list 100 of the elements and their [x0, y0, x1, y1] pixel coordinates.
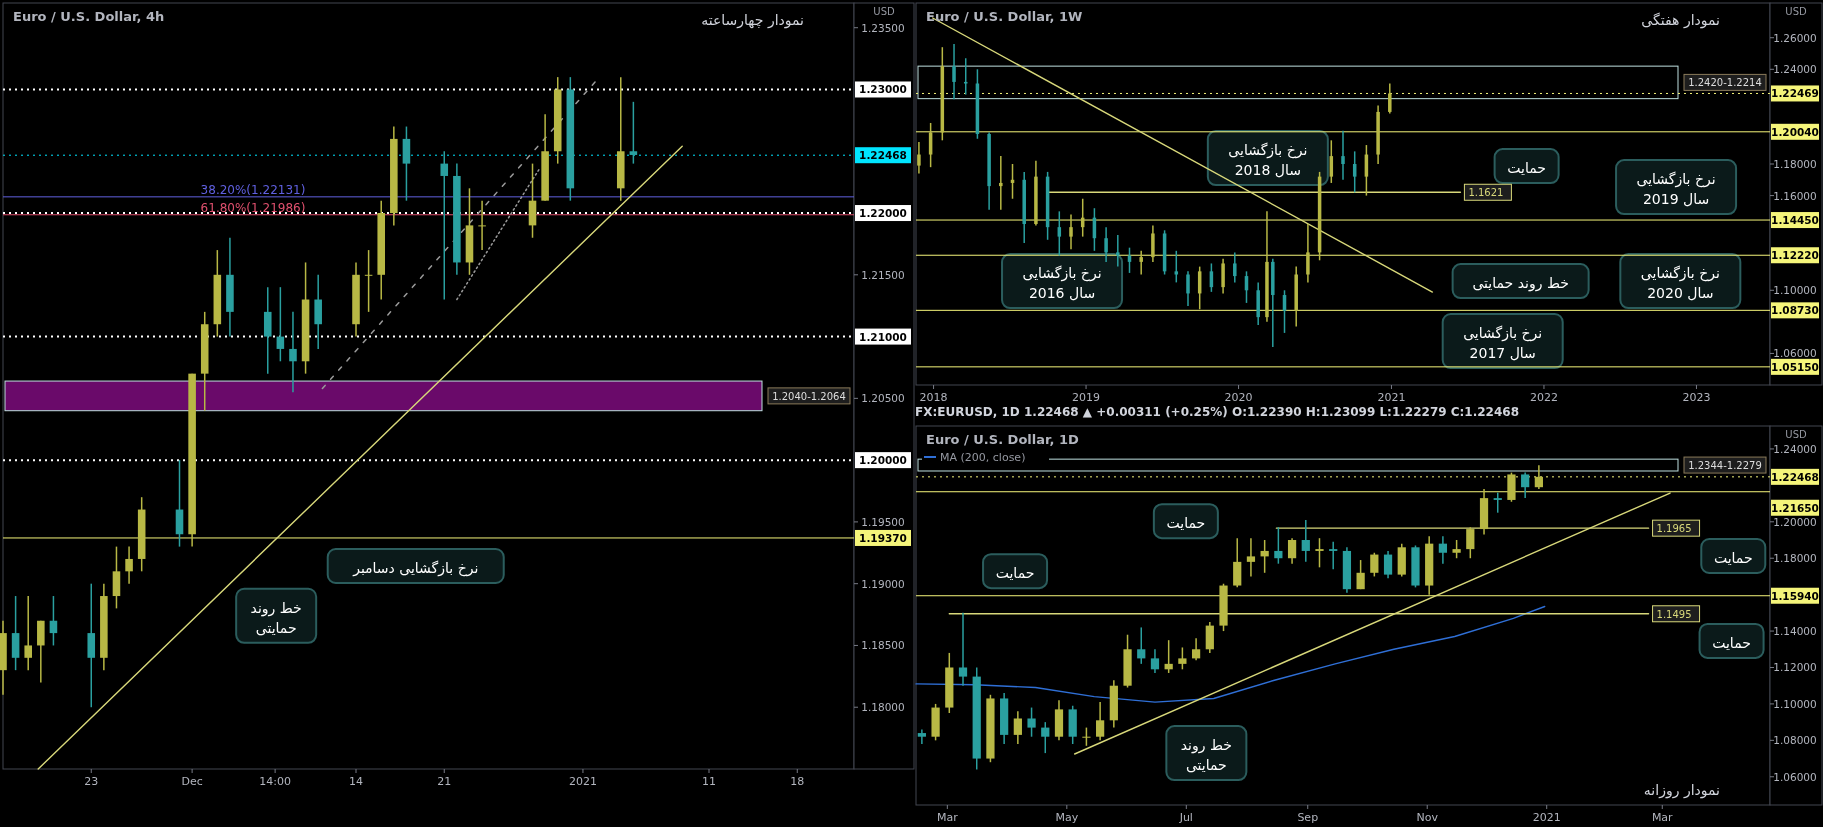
- candlestick: [1466, 526, 1475, 559]
- text: FX:EURUSD, 1D 1.22468 ▲ +0.00311 (+0.25%) O:1.22390 H:1.23099 L:1.22279 C:1.22468: [915, 405, 1520, 419]
- y-tick-label: 1.12000: [1773, 661, 1817, 674]
- candlestick: [629, 101, 638, 165]
- band-label: 1.2344-1.2279: [1688, 460, 1762, 472]
- annotation: خط روند حمایتی: [1180, 737, 1232, 774]
- y-axis-title: USD: [873, 6, 895, 17]
- y-tick-label: 1.18000: [861, 701, 905, 714]
- x-tick-label: 23: [84, 775, 99, 788]
- candlestick: [1534, 464, 1543, 490]
- x-tick-label: 2019: [1072, 391, 1101, 404]
- annotation: حمایت: [1166, 515, 1206, 532]
- candlestick: [1151, 224, 1155, 263]
- y-tick-label: 1.19000: [861, 577, 905, 590]
- candlestick: [1329, 541, 1338, 570]
- x-tick-label: Sep: [1297, 811, 1319, 824]
- candlestick: [1287, 537, 1297, 565]
- candlestick: [1057, 210, 1062, 257]
- candlestick: [1306, 223, 1310, 284]
- ref-line-label: 1.22468: [1771, 470, 1819, 483]
- ref-line-label: 1.19370: [859, 531, 907, 544]
- candlestick: [24, 595, 32, 671]
- x-tick-label: 2021: [1532, 811, 1561, 824]
- y-axis-title: USD: [1785, 429, 1807, 440]
- x-tick-label: Mar: [1651, 811, 1674, 824]
- candlestick: [917, 141, 921, 175]
- series-label: 1.1965: [1656, 523, 1692, 535]
- candlestick: [1069, 213, 1073, 250]
- candlestick: [1082, 726, 1091, 747]
- x-tick-label: May: [1055, 811, 1079, 824]
- y-tick-label: 1.23500: [861, 21, 905, 34]
- candlestick: [478, 199, 486, 251]
- annotation: خط روند حمایتی: [250, 599, 302, 636]
- x-tick-label: 2022: [1529, 391, 1558, 404]
- candlestick: [1301, 519, 1310, 563]
- x-tick-label: 14: [349, 775, 364, 788]
- ref-line-label: 1.21650: [1771, 501, 1819, 514]
- candlestick: [1274, 526, 1283, 565]
- annotation: حمایت: [1713, 550, 1753, 566]
- candlestick: [1233, 537, 1242, 589]
- candlestick: [1191, 637, 1201, 661]
- candlestick: [289, 311, 297, 393]
- candlestick: [1041, 721, 1050, 754]
- candlestick: [1178, 646, 1187, 671]
- series-label: 1.1495: [1656, 608, 1692, 620]
- candlestick: [1315, 537, 1324, 569]
- candlestick: [276, 286, 285, 363]
- line-series: [915, 605, 1546, 703]
- candlestick: [1137, 626, 1146, 665]
- x-tick-label: 18: [790, 775, 805, 788]
- x-tick-label: 14:00: [259, 775, 291, 788]
- x-tick-label: 2021: [568, 775, 597, 788]
- y-tick-label: 1.21500: [861, 268, 905, 281]
- candlestick: [1452, 539, 1461, 559]
- y-axis-title: USD: [1785, 6, 1807, 17]
- candlestick: [125, 545, 133, 585]
- text: Euro / U.S. Dollar, 1W: [926, 9, 1083, 24]
- ref-line-label: 61.80%(1.21986): [200, 200, 306, 215]
- ref-line-label: 1.22469: [1771, 87, 1819, 100]
- ref-line-label: 1.05150: [1771, 360, 1819, 373]
- text: نمودار روزانه: [1643, 782, 1720, 799]
- ref-line-label: 38.20%(1.22131): [200, 182, 306, 197]
- x-tick-label: 2020: [1224, 391, 1253, 404]
- legend-label: MA (200, close): [940, 451, 1026, 464]
- candlestick: [1521, 471, 1530, 499]
- candlestick: [1438, 535, 1448, 565]
- ref-line-label: 1.21000: [859, 330, 907, 343]
- candlestick: [999, 155, 1003, 211]
- y-tick-label: 1.24000: [1773, 63, 1817, 76]
- candlestick: [1356, 559, 1365, 590]
- text: نمودار چهارساعته: [701, 12, 804, 29]
- annotation: نرخ بازگشایی سال 2018: [1228, 142, 1308, 179]
- annotation: حمایت: [1712, 634, 1751, 651]
- x-tick-label: Nov: [1416, 811, 1439, 824]
- candlestick: [1139, 250, 1143, 276]
- y-tick-label: 1.18000: [1773, 158, 1817, 171]
- x-tick-label: 2021: [1377, 391, 1406, 404]
- candlestick: [1233, 251, 1237, 284]
- candlestick: [1493, 491, 1502, 514]
- candlestick: [1221, 257, 1225, 295]
- candlestick: [1341, 130, 1345, 181]
- y-tick-label: 1.08000: [1773, 734, 1817, 747]
- y-tick-label: 1.14000: [1773, 625, 1817, 638]
- band-label: 1.2040-1.2064: [772, 390, 846, 402]
- y-tick-label: 1.10000: [1773, 697, 1817, 710]
- ref-line-label: 1.23000: [859, 83, 907, 96]
- candlestick: [1013, 710, 1022, 745]
- candlestick: [1104, 226, 1108, 263]
- y-tick-label: 1.06000: [1773, 347, 1817, 360]
- candlestick: [1174, 250, 1179, 284]
- candlestick: [440, 150, 449, 301]
- ref-line-label: 1.08730: [1771, 304, 1819, 317]
- candlestick: [963, 57, 968, 96]
- candlestick: [1383, 550, 1393, 580]
- ref-line-label: 1.12220: [1771, 249, 1819, 262]
- candlestick: [1027, 706, 1036, 738]
- candlestick: [49, 595, 58, 647]
- candlestick: [1096, 701, 1105, 742]
- x-tick-label: 2018: [919, 391, 948, 404]
- annotation: نرخ بازگشایی دسامبر: [352, 560, 479, 578]
